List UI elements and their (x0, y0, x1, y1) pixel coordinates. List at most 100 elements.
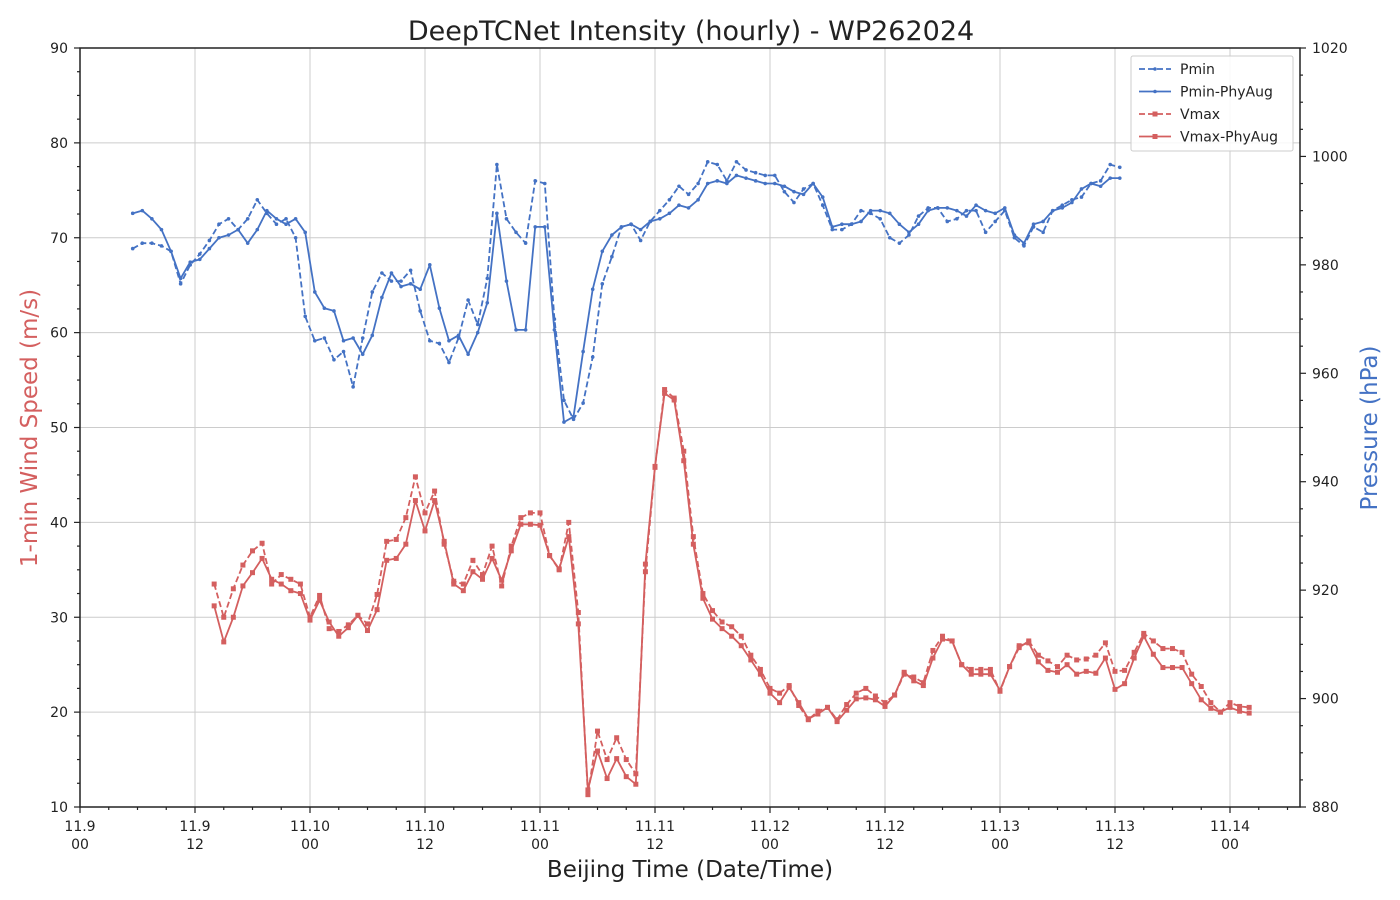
data-point-vmax (384, 538, 390, 544)
data-point-vmax-phyaug (642, 561, 648, 567)
data-point-vmax-phyaug (451, 581, 457, 587)
data-point-pmin-phyaug (389, 271, 394, 275)
data-point-pmin (130, 246, 135, 251)
data-point-vmax-phyaug (777, 700, 783, 706)
data-point-pmin (715, 162, 720, 167)
data-point-vmax-phyaug (374, 607, 380, 613)
data-point-vmax-phyaug (250, 570, 255, 576)
data-point-pmin-phyaug (887, 211, 892, 216)
data-point-pmin-phyaug (964, 214, 969, 218)
legend-marker-pmin (1153, 67, 1157, 71)
data-point-vmax-phyaug (1189, 681, 1195, 687)
data-point-pmin-phyaug (408, 282, 413, 286)
series-line-vmax-phyaug (213, 392, 1250, 791)
x-tick-label-date: 11.9 (64, 819, 95, 835)
data-point-vmax-phyaug (1227, 704, 1233, 710)
x-tick-label-time: 12 (646, 837, 664, 853)
data-point-pmin (351, 385, 355, 389)
data-point-vmax-phyaug (297, 591, 303, 597)
data-point-vmax (595, 728, 600, 734)
data-point-vmax (489, 543, 495, 549)
data-point-vmax (978, 666, 984, 672)
right-y-tick-label: 960 (1312, 366, 1339, 382)
data-point-pmin-phyaug (868, 208, 873, 213)
data-point-vmax-phyaug (968, 671, 974, 677)
data-point-vmax (719, 619, 725, 625)
data-point-pmin (610, 254, 614, 259)
data-point-pmin (744, 168, 748, 172)
data-point-pmin (341, 349, 346, 354)
data-point-pmin (1108, 162, 1113, 167)
data-point-vmax (470, 557, 476, 563)
data-point-pmin (820, 203, 825, 208)
data-point-pmin-phyaug (638, 227, 643, 232)
data-point-pmin-phyaug (523, 328, 528, 332)
data-point-pmin-phyaug (1050, 208, 1055, 213)
legend: Pmin Pmin-PhyAug Vmax Vmax-PhyAug (1130, 55, 1294, 152)
data-point-vmax (1160, 646, 1166, 652)
data-point-vmax (240, 562, 246, 568)
left-y-tick-label: 80 (50, 136, 68, 152)
data-point-pmin-phyaug (955, 208, 959, 213)
data-point-vmax-phyaug (537, 522, 543, 528)
data-point-pmin (475, 322, 480, 327)
data-point-pmin-phyaug (178, 276, 183, 281)
data-point-pmin-phyaug (1002, 206, 1007, 210)
data-point-vmax-phyaug (269, 576, 275, 582)
data-point-pmin-phyaug (351, 336, 355, 340)
data-point-pmin-phyaug (265, 208, 269, 213)
data-point-vmax-phyaug (326, 619, 332, 625)
data-point-pmin (255, 198, 260, 202)
data-point-vmax-phyaug (336, 633, 342, 639)
data-point-pmin (907, 233, 911, 237)
data-point-vmax-phyaug (1122, 681, 1128, 687)
data-point-pmin-phyaug (772, 181, 777, 186)
data-point-vmax (987, 666, 993, 672)
data-point-vmax-phyaug (489, 555, 495, 561)
x-tick-label-time: 12 (876, 837, 894, 853)
left-y-tick-label: 90 (50, 41, 68, 57)
data-point-pmin-phyaug (1012, 233, 1017, 237)
chart-title: DeepTCNet Intensity (hourly) - WP262024 (408, 16, 974, 47)
data-point-vmax (499, 583, 505, 589)
data-point-pmin-phyaug (533, 225, 538, 229)
data-point-pmin (1117, 165, 1122, 170)
data-point-vmax-phyaug (470, 569, 476, 575)
data-point-pmin-phyaug (399, 284, 403, 289)
data-point-vmax-phyaug (1131, 655, 1137, 661)
data-point-pmin-phyaug (897, 222, 902, 226)
data-point-pmin (983, 230, 988, 235)
data-point-pmin (466, 298, 470, 302)
data-point-vmax (1198, 684, 1204, 690)
data-point-vmax-phyaug (211, 603, 217, 609)
data-point-pmin (312, 338, 317, 343)
data-point-vmax (1083, 656, 1089, 662)
data-point-pmin-phyaug (734, 173, 739, 178)
data-point-vmax-phyaug (288, 588, 294, 594)
right-y-tick-label: 1020 (1312, 41, 1348, 57)
data-point-vmax-phyaug (940, 636, 945, 642)
data-point-pmin-phyaug (322, 306, 327, 311)
data-point-pmin (600, 282, 605, 286)
x-tick-label-date: 11.10 (405, 819, 445, 835)
data-point-pmin (150, 241, 154, 245)
data-point-pmin-phyaug (878, 208, 883, 213)
data-point-pmin-phyaug (150, 216, 154, 221)
data-point-pmin-phyaug (907, 230, 911, 235)
data-point-vmax-phyaug (508, 548, 514, 554)
data-point-vmax-phyaug (978, 671, 984, 677)
data-point-vmax-phyaug (700, 595, 706, 601)
x-tick-label-time: 00 (991, 837, 1009, 853)
data-point-pmin (686, 192, 691, 197)
data-point-vmax-phyaug (1160, 665, 1166, 671)
x-tick-label-time: 00 (301, 837, 319, 853)
data-point-vmax (662, 387, 668, 393)
right-y-tick-label: 920 (1312, 583, 1339, 599)
data-point-pmin (245, 216, 250, 221)
data-point-pmin (380, 271, 384, 275)
data-point-vmax-phyaug (307, 617, 313, 623)
legend-label-vmax: Vmax (1180, 107, 1220, 123)
series-line-pmin-phyaug (132, 174, 1120, 423)
data-point-vmax-phyaug (221, 639, 227, 645)
data-point-pmin-phyaug (303, 230, 308, 235)
